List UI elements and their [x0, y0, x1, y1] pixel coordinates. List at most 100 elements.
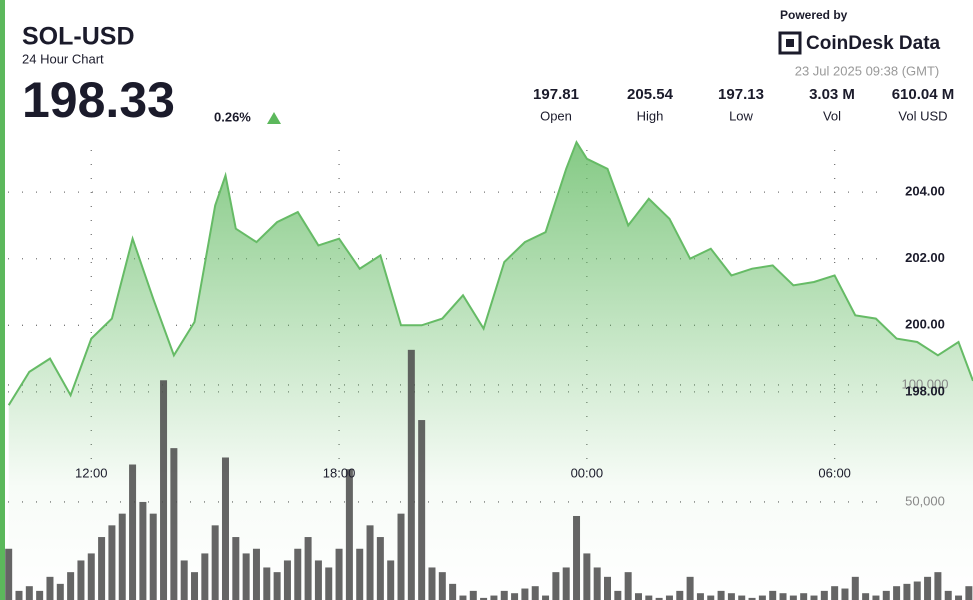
volume-bar	[98, 537, 106, 600]
volume-bar	[67, 572, 75, 600]
volume-bar	[5, 548, 13, 600]
volume-bar	[882, 590, 890, 600]
volume-bar	[232, 537, 240, 600]
subtitle: 24 Hour Chart	[22, 51, 104, 66]
volume-bar	[831, 586, 839, 600]
volume-bar	[418, 420, 426, 600]
volume-bar	[624, 572, 632, 600]
volume-bar	[913, 581, 921, 600]
volume-bar	[944, 590, 952, 600]
volume-bar	[542, 595, 550, 600]
volume-bar	[325, 567, 333, 600]
stat-value: 205.54	[627, 86, 674, 103]
volume-bar	[252, 548, 260, 600]
volume-bar	[438, 572, 446, 600]
up-arrow	[267, 112, 281, 124]
volume-bar	[366, 525, 374, 600]
y-tick-label: 204.00	[905, 184, 945, 199]
volume-bar	[717, 590, 725, 600]
volume-bar	[356, 548, 364, 600]
x-tick-label: 18:00	[323, 465, 356, 480]
volume-bar	[614, 590, 622, 600]
volume-bar	[15, 590, 23, 600]
volume-bar	[397, 513, 405, 600]
volume-bar	[903, 583, 911, 600]
volume-bar	[924, 576, 932, 600]
volume-bar	[129, 464, 137, 600]
volume-bar	[387, 560, 395, 600]
volume-bar	[665, 595, 673, 600]
volume-bar	[686, 576, 694, 600]
volume-bar	[634, 593, 642, 600]
volume-bar	[459, 595, 467, 600]
volume-bar	[25, 586, 33, 600]
price: 198.33	[22, 72, 175, 128]
timestamp: 23 Jul 2025 09:38 (GMT)	[795, 63, 940, 78]
volume-bar	[779, 593, 787, 600]
accent-bar	[0, 0, 5, 600]
volume-bar	[965, 586, 973, 600]
symbol: SOL-USD	[22, 23, 135, 51]
volume-bar	[769, 590, 777, 600]
brand-logo	[778, 31, 802, 55]
volume-bar	[242, 553, 250, 600]
y2-tick-label: 50,000	[905, 493, 945, 508]
stat-value: 3.03 M	[809, 86, 855, 103]
price-line	[7, 139, 973, 406]
volume-bar	[77, 560, 85, 600]
price-area	[8, 142, 973, 600]
volume-bar	[149, 513, 157, 600]
volume-bar	[294, 548, 302, 600]
volume-bar	[800, 593, 808, 600]
stat-value: 610.04 M	[892, 86, 955, 103]
volume-bar	[573, 515, 581, 600]
volume-bar	[449, 583, 457, 600]
volume-bar	[604, 576, 612, 600]
volume-bar	[304, 537, 312, 600]
volume-bar	[531, 586, 539, 600]
volume-bar	[180, 560, 188, 600]
volume-bar	[934, 572, 942, 600]
stat-label: Open	[540, 108, 572, 123]
volume-bar	[738, 595, 746, 600]
stats: 197.81 Open 205.54 High 197.13 Low 3.03 M Vol 61…	[533, 86, 954, 123]
volume-bar	[314, 560, 322, 600]
volume-bar	[707, 595, 715, 600]
volume-bar	[521, 588, 529, 600]
volume-bar	[727, 593, 735, 600]
volume-bar	[283, 560, 291, 600]
volume-bar	[160, 380, 168, 600]
volume-bar	[263, 567, 271, 600]
volume-bar	[211, 525, 219, 600]
volume-bar	[810, 595, 818, 600]
x-tick-label: 06:00	[818, 465, 851, 480]
volume-bar	[221, 457, 229, 600]
volume-bar	[562, 567, 570, 600]
volume-bar	[820, 590, 828, 600]
volume-bar	[851, 576, 859, 600]
volume-bar	[36, 590, 44, 600]
volume-bar	[758, 595, 766, 600]
powered-by: Powered by	[780, 8, 848, 22]
volume-bar	[583, 553, 591, 600]
volume-bar	[108, 525, 116, 600]
x-tick-label: 00:00	[571, 465, 604, 480]
y-tick-label: 202.00	[905, 250, 945, 265]
volume-bar	[273, 572, 281, 600]
volume-bar	[139, 501, 147, 600]
volume-bar	[893, 586, 901, 600]
volume-bar	[655, 597, 663, 600]
stat-value: 197.13	[718, 86, 764, 103]
stat-label: Low	[729, 108, 753, 123]
volume-bar	[335, 548, 343, 600]
y2-tick-label: 100,000	[902, 376, 949, 391]
volume-bar	[56, 583, 64, 600]
stat-value: 197.81	[533, 86, 579, 103]
volume-bar	[407, 349, 415, 600]
x-tick-label: 12:00	[75, 465, 108, 480]
y-tick-label: 200.00	[905, 317, 945, 332]
volume-bar	[46, 576, 54, 600]
volume-bar	[748, 597, 756, 600]
